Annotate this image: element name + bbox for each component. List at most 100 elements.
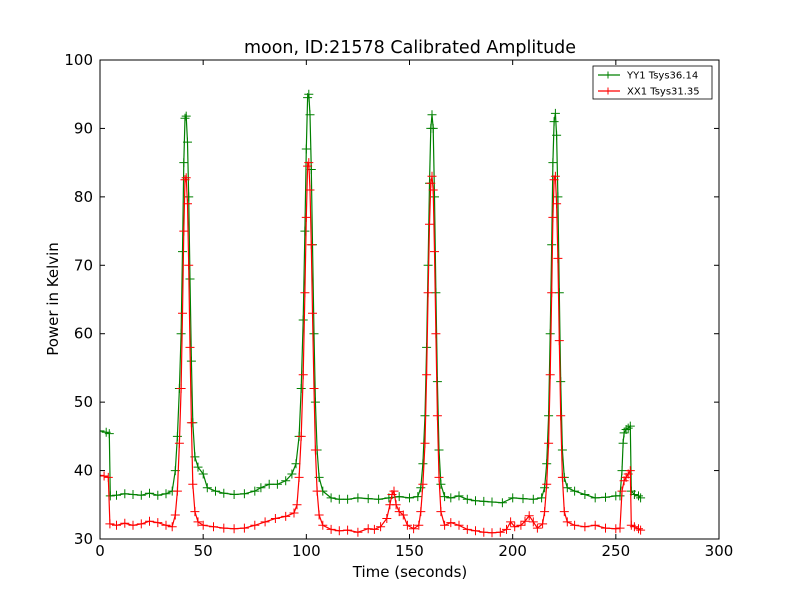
data-point (326, 493, 336, 503)
data-point (193, 517, 203, 527)
data-point (629, 490, 639, 499)
data-point (427, 171, 437, 181)
data-point (430, 247, 439, 257)
data-point (305, 110, 315, 120)
data-point (601, 492, 610, 502)
data-point (423, 288, 433, 298)
data-point (353, 493, 363, 503)
data-point (120, 518, 130, 528)
data-point (554, 288, 564, 298)
data-point (528, 517, 538, 527)
data-point (617, 466, 627, 476)
data-point (562, 517, 572, 527)
data-point (181, 173, 191, 183)
data-point (537, 493, 547, 503)
data-point (405, 493, 414, 503)
data-point (516, 520, 526, 530)
data-point (374, 494, 384, 504)
data-point (112, 520, 121, 530)
data-point (314, 510, 324, 520)
data-point (120, 489, 130, 499)
series-line (100, 94, 642, 504)
data-point (548, 212, 558, 222)
x-tick-label: 0 (95, 542, 105, 560)
data-point (136, 490, 146, 500)
data-point (128, 490, 138, 499)
data-point (426, 178, 436, 188)
data-point (554, 336, 564, 346)
x-tick-label: 150 (395, 542, 424, 560)
data-point (270, 514, 280, 523)
data-point (172, 486, 182, 496)
data-point (611, 524, 621, 534)
data-point (497, 498, 507, 508)
data-point (570, 486, 580, 496)
data-point (304, 89, 314, 99)
data-point (518, 494, 528, 504)
data-point (532, 523, 542, 533)
data-point (306, 240, 316, 250)
data-point (615, 491, 625, 501)
data-point (145, 516, 154, 526)
data-point (296, 384, 306, 393)
data-point (300, 288, 310, 298)
data-point (176, 384, 186, 393)
data-point (446, 493, 456, 503)
data-point (524, 511, 534, 521)
data-point (506, 517, 516, 527)
data-point (471, 496, 480, 506)
y-tick-label: 50 (74, 393, 93, 411)
data-point (167, 522, 177, 532)
data-point (625, 421, 635, 431)
data-point (618, 438, 628, 448)
data-point (422, 370, 432, 380)
data-point (308, 308, 317, 318)
data-point (376, 522, 386, 532)
data-point (559, 507, 569, 517)
data-point (104, 429, 114, 439)
data-point (430, 192, 439, 202)
data-point (178, 247, 187, 257)
data-point (462, 524, 472, 534)
data-point (256, 483, 266, 493)
data-point (538, 519, 548, 529)
data-point (553, 253, 563, 263)
data-point (552, 199, 562, 209)
legend: YY1 Tsys36.14 XX1 Tsys31.35 (592, 65, 713, 100)
y-tick-label: 60 (74, 325, 93, 343)
data-point (440, 520, 450, 530)
data-point (623, 423, 633, 433)
data-point (198, 469, 208, 479)
data-point (180, 175, 190, 185)
data-point (409, 524, 419, 534)
data-point (580, 522, 590, 532)
data-point (550, 171, 560, 181)
data-point (183, 137, 192, 147)
data-point (250, 486, 260, 496)
data-point (402, 520, 412, 530)
data-point (172, 431, 182, 441)
data-point (625, 466, 635, 476)
data-point (292, 500, 302, 510)
data-point (398, 510, 408, 520)
data-point (542, 459, 552, 469)
data-point (296, 431, 306, 441)
data-point (281, 476, 291, 486)
data-point (436, 507, 446, 517)
data-point (363, 524, 373, 534)
data-point (179, 226, 189, 236)
data-point (420, 438, 430, 448)
data-point (301, 144, 311, 154)
data-point (550, 108, 560, 118)
data-point (100, 471, 109, 481)
data-point (202, 483, 212, 493)
data-point (487, 497, 497, 507)
data-point (636, 493, 646, 503)
data-point (112, 490, 121, 500)
y-tick-label: 80 (74, 188, 93, 206)
data-point (556, 411, 566, 421)
data-point (547, 240, 557, 250)
data-point (181, 111, 191, 121)
chart-title: moon, ID:21578 Calibrated Amplitude (244, 38, 576, 58)
